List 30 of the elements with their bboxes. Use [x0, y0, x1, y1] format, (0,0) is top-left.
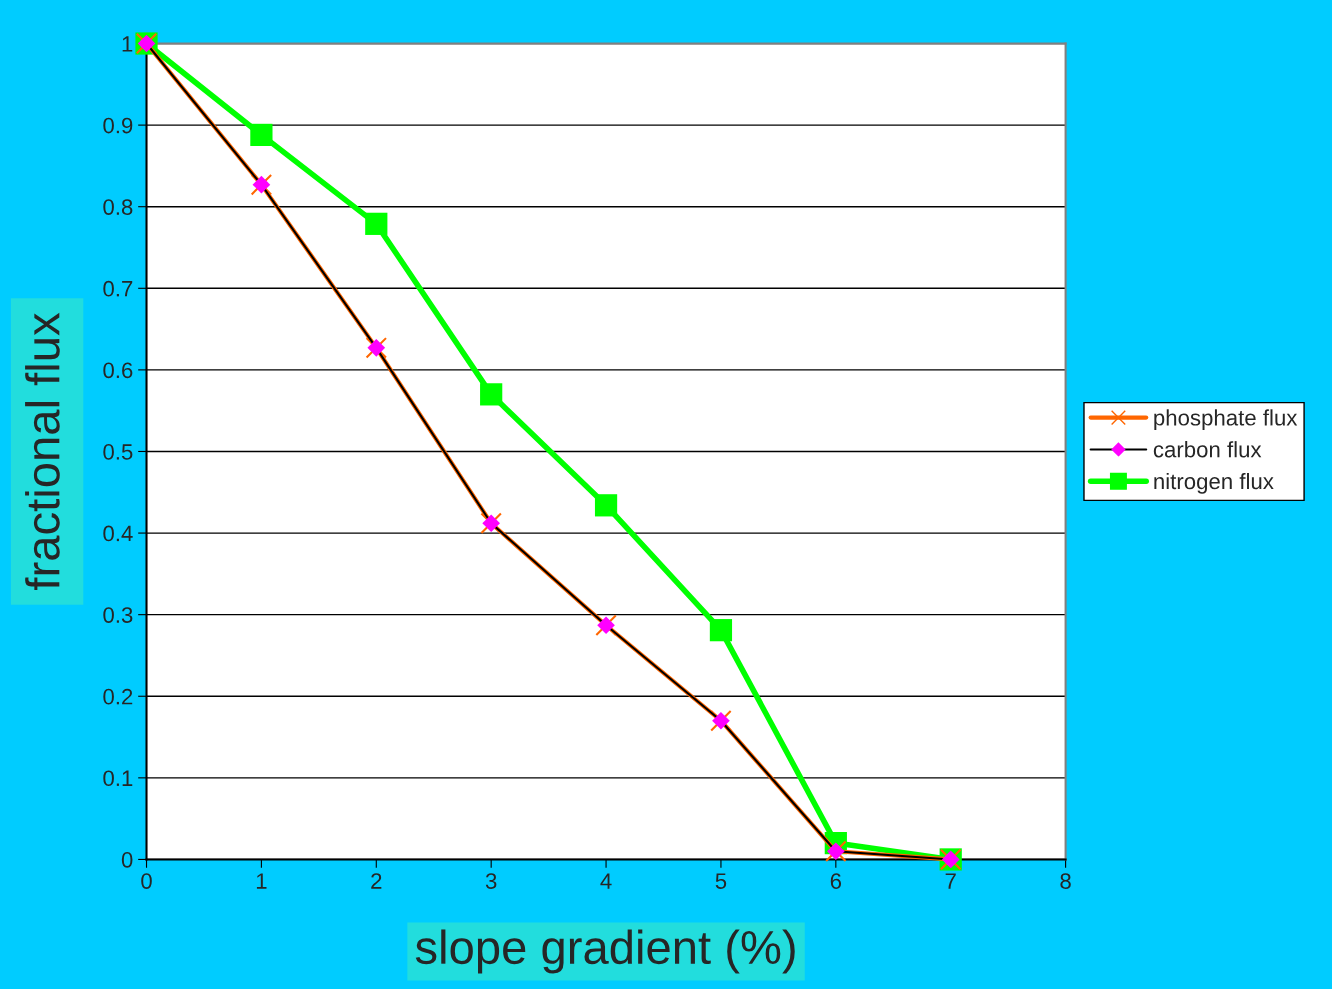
legend-label: phosphate flux [1154, 409, 1298, 431]
y-tick-label: 0.7 [103, 280, 133, 297]
y-tick-label: 0 [121, 851, 133, 868]
y-tick-label: 0.1 [103, 770, 133, 787]
point [365, 212, 388, 235]
y-tick-label: 0.8 [103, 199, 133, 215]
legend-label: carbon flux [1153, 441, 1262, 458]
y-tick-label: 0.2 [103, 688, 133, 705]
y-tick-label: 1 [122, 36, 133, 52]
y-tick-label: 0.3 [103, 607, 133, 623]
y-tick-label: 0.6 [103, 362, 133, 379]
x-tick-label: 1 [256, 873, 267, 889]
x-axis-title: slope gradient (%) [415, 929, 795, 974]
x-tick-label: 2 [371, 873, 382, 889]
x-tick-label: 6 [830, 873, 842, 889]
x-tick-label: 5 [715, 873, 727, 889]
point [594, 494, 618, 517]
point [480, 383, 503, 406]
point [250, 123, 273, 147]
y-axis-title: fractional flux [25, 312, 60, 590]
y-tick-label: 0.5 [103, 444, 133, 460]
x-tick-label: 4 [600, 873, 612, 889]
y-tick-label: 0.4 [103, 525, 133, 542]
y-tick-label: 0.9 [103, 117, 133, 134]
x-tick-label: 7 [945, 873, 956, 889]
legend-label: nitrogen flux [1154, 472, 1274, 494]
x-tick-label: 3 [485, 873, 497, 889]
x-tick-label: 8 [1060, 873, 1071, 889]
x-tick-label: 0 [141, 873, 152, 889]
point [709, 619, 733, 642]
